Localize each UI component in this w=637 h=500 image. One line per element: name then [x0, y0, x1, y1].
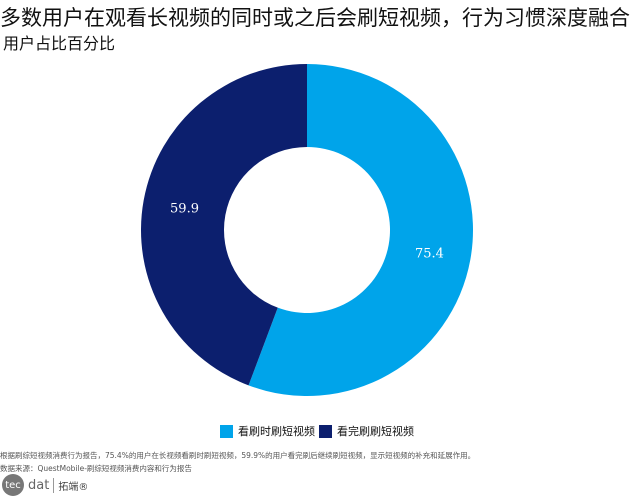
chart-subtitle: 用户占比百分比	[3, 34, 116, 53]
source-note: 数据来源：QuestMobile-刷综短视频消费内容和行为报告	[0, 464, 192, 473]
legend-label: 看刷时刷短视频	[238, 425, 315, 438]
donut-slice-0	[248, 64, 474, 396]
donut-chart: 75.4 59.9	[140, 64, 474, 396]
logo-mark: tec	[2, 474, 24, 496]
logo: tec dat 拓端®	[2, 474, 88, 496]
legend-label: 看完刷刷短视频	[337, 425, 414, 438]
legend-item-1: 看完刷刷短视频	[319, 423, 414, 439]
footnote: 根据刷综短视频消费行为报告，75.4%的用户在长视频看刷时刷短视频，59.9%的…	[0, 451, 476, 460]
legend-item-0: 看刷时刷短视频	[220, 423, 315, 439]
legend-swatch	[319, 424, 332, 438]
data-label-1: 59.9	[170, 202, 199, 217]
legend-swatch	[220, 424, 233, 438]
chart-title: 多数用户在观看长视频的同时或之后会刷短视频，行为习惯深度融合	[0, 6, 630, 30]
donut-slice-1	[140, 64, 307, 386]
data-label-0: 75.4	[415, 246, 444, 261]
